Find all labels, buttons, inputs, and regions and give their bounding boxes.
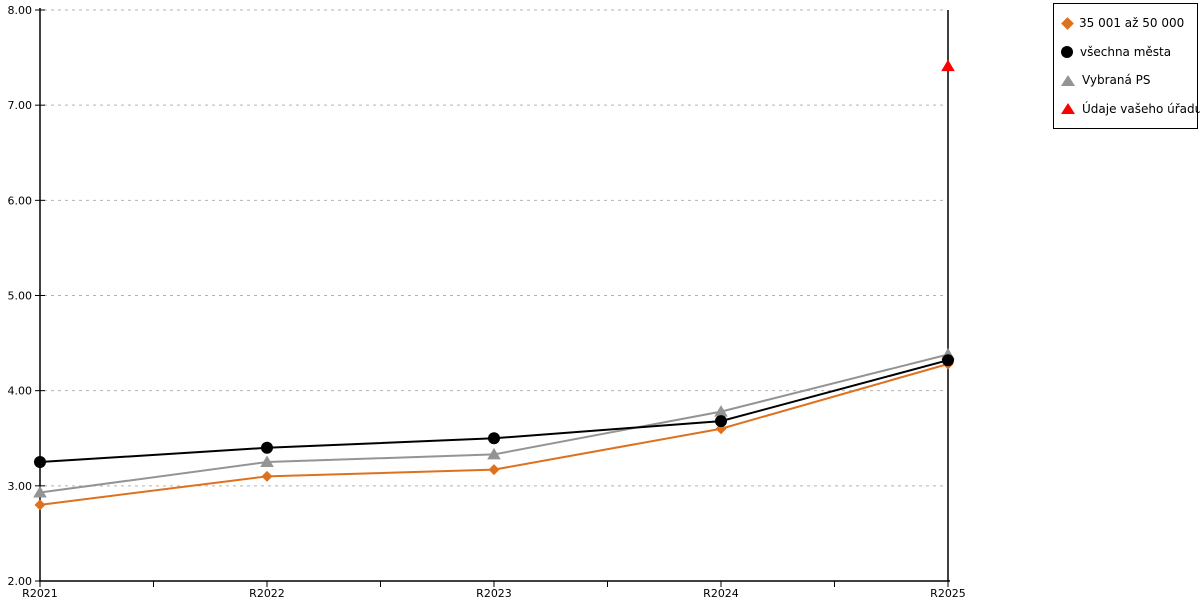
- x-tick-label: R2022: [249, 587, 285, 600]
- circle-marker-icon: [488, 432, 500, 445]
- x-tick-label: R2025: [930, 587, 966, 600]
- legend-item-vsechna-mesta: všechna města: [1061, 44, 1195, 59]
- legend-item-35001-az-50000: 35 001 až 50 000: [1061, 16, 1195, 31]
- y-tick-label: 7.00: [8, 99, 33, 112]
- axis-ticks: [35, 9, 949, 587]
- triangle-marker-icon: [33, 485, 47, 498]
- legend-item-vybrana-ps: Vybraná PS: [1061, 74, 1195, 86]
- legend-label: Údaje vašeho úřadu: [1082, 101, 1200, 116]
- legend-label: 35 001 až 50 000: [1079, 16, 1185, 31]
- y-tick-label: 5.00: [8, 290, 33, 303]
- x-tick-label: R2021: [22, 587, 58, 600]
- circle-marker-icon: [715, 415, 727, 428]
- y-tick-label: 4.00: [8, 385, 33, 398]
- series-markers-3: [941, 59, 955, 72]
- triangle-marker-icon: [941, 59, 955, 72]
- axis-labels: 2.00 3.00 4.00 5.00 6.00 7.00 8.00 R2021 R2022 R2…: [8, 4, 966, 600]
- diamond-marker-icon: [488, 464, 500, 476]
- diamond-marker-icon: [261, 470, 273, 482]
- triangle-marker-icon: [487, 447, 501, 460]
- triangle-marker-icon: [260, 455, 274, 468]
- x-tick-label: R2023: [476, 587, 512, 600]
- series-line-1: [39, 359, 949, 464]
- legend-item-udaje-vaseho-uradu: Údaje vašeho úřadu: [1061, 103, 1200, 115]
- circle-marker-icon: [1061, 45, 1073, 58]
- x-tick-label: R2024: [703, 587, 739, 600]
- circle-marker-icon: [261, 441, 273, 454]
- y-tick-label: 6.00: [8, 194, 33, 207]
- y-tick-label: 8.00: [8, 4, 33, 17]
- axes: [39, 8, 950, 582]
- diamond-marker-icon: [1061, 16, 1074, 30]
- circle-marker-icon: [942, 354, 954, 367]
- y-tick-label: 2.00: [8, 575, 33, 588]
- diamond-marker-icon: [34, 499, 46, 511]
- triangle-marker-icon: [1061, 103, 1075, 115]
- triangle-marker-icon: [714, 405, 728, 417]
- legend-label: všechna města: [1080, 44, 1172, 59]
- legend-label: Vybraná PS: [1082, 73, 1151, 88]
- chart-legend: 35 001 až 50 000 všechna města Vybraná P…: [1053, 3, 1200, 129]
- series-markers-1: [34, 354, 954, 469]
- triangle-marker-icon: [1061, 74, 1075, 86]
- y-tick-label: 3.00: [8, 480, 33, 493]
- circle-marker-icon: [34, 456, 46, 469]
- gridlines: [44, 9, 944, 487]
